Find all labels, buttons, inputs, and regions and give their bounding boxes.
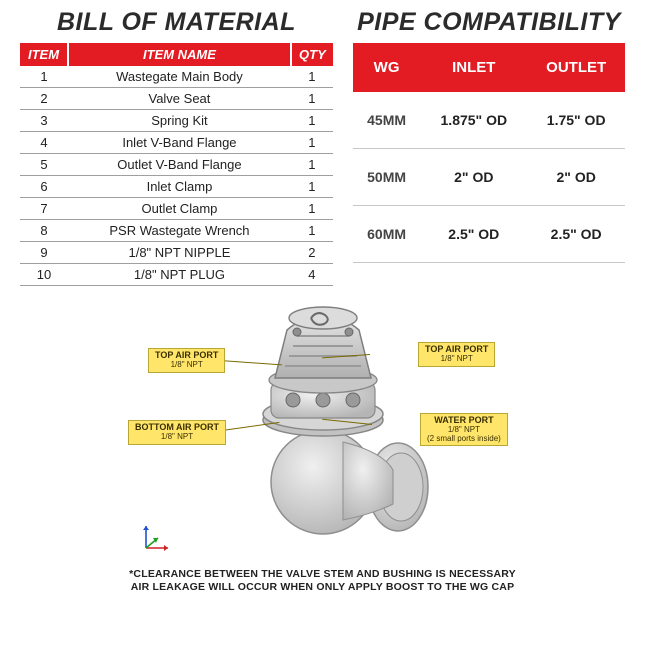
footnote: *CLEARANCE BETWEEN THE VALVE STEM AND BU… [0,568,645,594]
callout-sub: 1/8" NPT [425,355,488,364]
pipe-wg: 45MM [353,92,420,149]
callout-title: TOP AIR PORT [155,350,218,360]
callout-top-air-left: TOP AIR PORT 1/8" NPT [148,348,225,373]
table-row: 101/8" NPT PLUG4 [20,264,333,286]
table-row: 1Wastegate Main Body1 [20,66,333,88]
bom-item: 9 [20,242,68,264]
table-row: 8PSR Wastegate Wrench1 [20,220,333,242]
bom-qty: 1 [291,176,333,198]
bom-name: 1/8" NPT NIPPLE [68,242,291,264]
bom-title: BILL OF MATERIAL [20,8,333,37]
callout-top-air-right: TOP AIR PORT 1/8" NPT [418,342,495,367]
callout-sub: 1/8" NPT [135,433,219,442]
table-row: 45MM1.875" OD1.75" OD [353,92,625,149]
pipe-col-wg: WG [353,43,420,92]
table-row: 2Valve Seat1 [20,88,333,110]
bom-name: Inlet V-Band Flange [68,132,291,154]
bom-col-item: ITEM [20,43,68,66]
callout-title: TOP AIR PORT [425,344,488,354]
bom-item: 7 [20,198,68,220]
bom-col-qty: QTY [291,43,333,66]
bom-item: 8 [20,220,68,242]
pipe-inlet: 2" OD [420,149,527,206]
bom-qty: 1 [291,154,333,176]
table-row: 4Inlet V-Band Flange1 [20,132,333,154]
bom-qty: 1 [291,66,333,88]
bom-qty: 2 [291,242,333,264]
table-row: 7Outlet Clamp1 [20,198,333,220]
bom-qty: 1 [291,220,333,242]
table-row: 6Inlet Clamp1 [20,176,333,198]
bom-name: Outlet Clamp [68,198,291,220]
bom-name: Inlet Clamp [68,176,291,198]
axis-icon [138,522,172,556]
pipe-outlet: 2" OD [527,149,625,206]
bom-table: ITEM ITEM NAME QTY 1Wastegate Main Body1… [20,43,333,286]
bom-item: 2 [20,88,68,110]
bom-name: Valve Seat [68,88,291,110]
bom-name: Spring Kit [68,110,291,132]
callout-title: WATER PORT [434,415,493,425]
footnote-line2: AIR LEAKAGE WILL OCCUR WHEN ONLY APPLY B… [20,581,625,594]
bom-section: BILL OF MATERIAL ITEM ITEM NAME QTY 1Was… [20,8,333,286]
bom-qty: 4 [291,264,333,286]
wastegate-svg [193,292,453,542]
wastegate-diagram: TOP AIR PORT 1/8" NPT TOP AIR PORT 1/8" … [0,288,645,568]
pipe-title: PIPE COMPATIBILITY [353,8,625,37]
callout-bottom-air: BOTTOM AIR PORT 1/8" NPT [128,420,226,445]
bom-qty: 1 [291,198,333,220]
pipe-inlet: 1.875" OD [420,92,527,149]
bom-item: 4 [20,132,68,154]
bom-item: 5 [20,154,68,176]
pipe-wg: 50MM [353,149,420,206]
bom-item: 10 [20,264,68,286]
bom-item: 1 [20,66,68,88]
callout-sub2: (2 small ports inside) [427,435,501,444]
table-row: 5Outlet V-Band Flange1 [20,154,333,176]
pipe-section: PIPE COMPATIBILITY WG INLET OUTLET 45MM1… [353,8,625,286]
callout-water-port: WATER PORT 1/8" NPT (2 small ports insid… [420,413,508,446]
table-row: 50MM2" OD2" OD [353,149,625,206]
bom-name: PSR Wastegate Wrench [68,220,291,242]
pipe-outlet: 1.75" OD [527,92,625,149]
bom-item: 6 [20,176,68,198]
pipe-col-outlet: OUTLET [527,43,625,92]
pipe-table: WG INLET OUTLET 45MM1.875" OD1.75" OD50M… [353,43,625,263]
table-row: 3Spring Kit1 [20,110,333,132]
bom-col-name: ITEM NAME [68,43,291,66]
bom-qty: 1 [291,88,333,110]
bom-qty: 1 [291,132,333,154]
pipe-col-inlet: INLET [420,43,527,92]
bom-name: 1/8" NPT PLUG [68,264,291,286]
pipe-wg: 60MM [353,206,420,263]
callout-title: BOTTOM AIR PORT [135,422,219,432]
table-row: 91/8" NPT NIPPLE2 [20,242,333,264]
callout-sub: 1/8" NPT [155,361,218,370]
bom-name: Wastegate Main Body [68,66,291,88]
bom-name: Outlet V-Band Flange [68,154,291,176]
table-row: 60MM2.5" OD2.5" OD [353,206,625,263]
pipe-inlet: 2.5" OD [420,206,527,263]
bom-item: 3 [20,110,68,132]
footnote-line1: *CLEARANCE BETWEEN THE VALVE STEM AND BU… [20,568,625,581]
bom-qty: 1 [291,110,333,132]
pipe-outlet: 2.5" OD [527,206,625,263]
